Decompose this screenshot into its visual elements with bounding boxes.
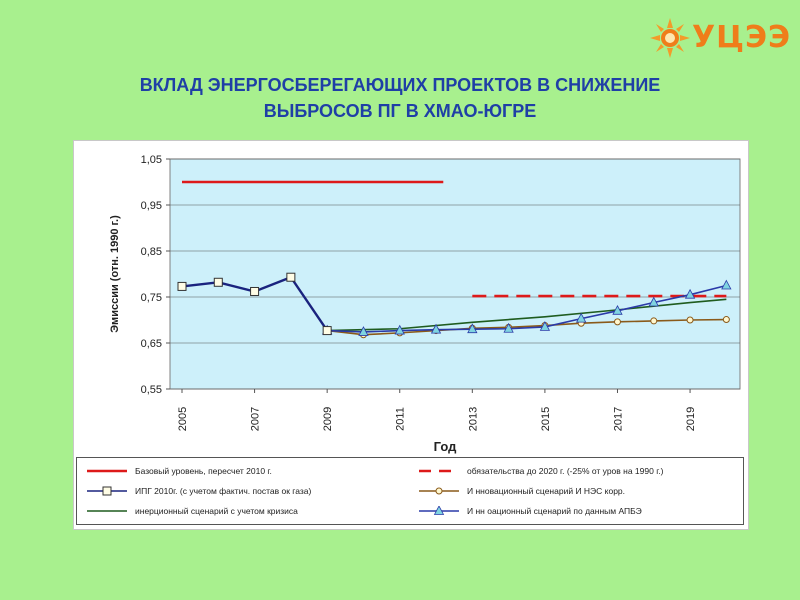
data-point (650, 317, 658, 325)
data-point (286, 272, 296, 282)
title-line-1: ВКЛАД ЭНЕРГОСБЕРЕГАЮЩИХ ПРОЕКТОВ В СНИЖЕ… (139, 75, 661, 95)
chart-legend: Базовый уровень, пересчет 2010 г. обязате… (76, 457, 744, 525)
x-tick-label: 2017 (612, 407, 624, 431)
x-tick-label: 2019 (685, 407, 697, 431)
data-point (322, 326, 332, 336)
data-point (684, 288, 696, 299)
series-line (327, 318, 727, 336)
data-point (722, 316, 730, 324)
series-5 (321, 279, 732, 336)
data-point (576, 312, 587, 323)
y-tick-label: 1,05 (141, 154, 162, 166)
data-point (394, 324, 405, 335)
legend-swatch (419, 487, 459, 495)
x-tick-label: 2011 (395, 407, 407, 431)
logo: УЦЭЭ (648, 16, 791, 60)
x-axis-label: Год (434, 439, 457, 454)
y-tick-label: 0,75 (141, 292, 162, 304)
legend-swatch (419, 506, 459, 515)
data-point (686, 316, 694, 324)
legend-item: И нновационный сценарий И НЭС корр. (417, 482, 625, 500)
data-point (539, 321, 551, 331)
x-tick-label: 2009 (322, 407, 334, 431)
legend-marker (435, 487, 443, 495)
legend-item: обязательства до 2020 г. (-25% от уров н… (417, 462, 663, 480)
data-point (612, 304, 623, 315)
data-point (358, 326, 369, 336)
legend-label: И нновационный сценарий И НЭС корр. (467, 486, 626, 496)
data-point (430, 323, 442, 334)
legend-item: И нн оационный сценарий по данным АПБЭ (417, 502, 642, 520)
legend-marker (433, 506, 445, 515)
legend-label: инерционный сценарий с учетом кризиса (135, 506, 298, 516)
legend-item: ИПГ 2010г. (с учетом фактич. постав ок г… (85, 482, 311, 500)
legend-item: Базовый уровень, пересчет 2010 г. (85, 462, 272, 480)
y-tick-label: 0,85 (141, 246, 162, 258)
line-chart: 1,05 0,95 0,85 0,75 0,65 0,55 2005 2007 2009 2011… (109, 154, 741, 454)
legend-marker (102, 486, 112, 496)
logo-text: УЦЭЭ (692, 20, 791, 55)
title-line-2: ВЫБРОСОВ ПГ В ХМАО-ЮГРЕ (263, 101, 537, 121)
plot-area (169, 158, 741, 390)
y-axis-label: Эмиссии (отн. 1990 г.) (109, 215, 121, 333)
page-title: ВКЛАД ЭНЕРГОСБЕРЕГАЮЩИХ ПРОЕКТОВ В СНИЖЕ… (60, 72, 740, 124)
legend-label: И нн оационный сценарий по данным АПБЭ (467, 506, 642, 516)
y-tick-label: 0,95 (141, 200, 162, 212)
data-point (721, 279, 732, 290)
sun-icon (650, 18, 690, 58)
y-tick-label: 0,65 (141, 338, 162, 350)
x-tick-label: 2013 (467, 407, 479, 431)
series-2 (177, 272, 332, 336)
legend-swatch (87, 469, 127, 473)
legend-label: обязательства до 2020 г. (-25% от уров н… (467, 466, 664, 476)
data-point (613, 318, 621, 326)
x-tick-label: 2005 (177, 407, 189, 431)
legend-swatch (87, 486, 127, 496)
legend-item: инерционный сценарий с учетом кризиса (85, 502, 298, 520)
legend-swatch (419, 469, 459, 473)
chart-panel: 1,05 0,95 0,85 0,75 0,65 0,55 2005 2007 2009 2011… (73, 140, 749, 530)
data-point (177, 281, 187, 291)
legend-label: Базовый уровень, пересчет 2010 г. (135, 466, 272, 476)
legend-swatch (87, 510, 127, 512)
data-point (250, 286, 260, 296)
data-point (503, 322, 514, 333)
series-line (327, 284, 727, 333)
data-point (648, 296, 659, 307)
y-tick-label: 0,55 (141, 384, 162, 396)
data-point (213, 277, 223, 287)
data-point (467, 323, 478, 334)
x-tick-label: 2007 (250, 407, 262, 431)
legend-label: ИПГ 2010г. (с учетом фактич. постав ок г… (135, 486, 312, 496)
x-tick-label: 2015 (540, 407, 552, 431)
